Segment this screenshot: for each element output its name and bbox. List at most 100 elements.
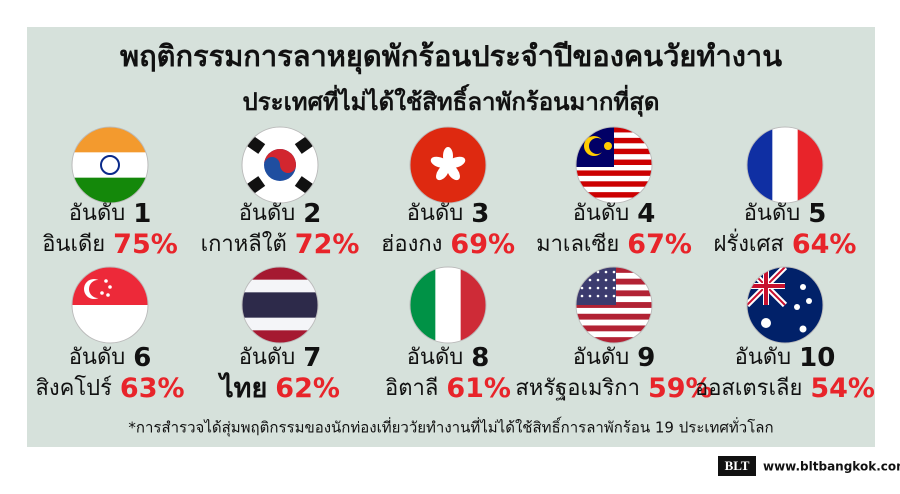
rank-label: อันดับ [407,345,464,370]
flag-part [747,284,785,288]
flag-part [806,298,812,304]
flag-part [794,304,800,310]
rank: อันดับ 2 [239,199,322,229]
country-line: ออสเตรเลีย 54% [695,373,875,404]
rank-number: 1 [133,199,151,229]
flag-part [596,286,600,290]
flag-part [242,279,318,293]
flag-part [604,278,608,282]
flag [575,266,653,344]
rank: อันดับ 6 [69,343,152,373]
flag-part [772,127,799,203]
rank: อันดับ 1 [69,199,152,229]
flag-part [430,156,449,168]
flag-clip [576,267,652,343]
rank-label: อันดับ [239,201,296,226]
subtitle: ประเทศที่ไม่ได้ใช้สิทธิ์ลาพักร้อนมากที่ส… [243,84,660,118]
flag-part [108,285,112,289]
percent: 72% [295,229,360,260]
flag-border [409,126,487,204]
percent: 69% [450,229,515,260]
flag-part [242,292,318,306]
flag-part [761,318,771,328]
percent: 54% [810,373,875,404]
flag-border [241,266,319,344]
rank-number: 8 [471,343,489,373]
flag-part [604,142,612,150]
flag-part [576,337,652,343]
country: มาเลเซีย [536,232,619,257]
flag-part [576,192,652,199]
rank-label: อันดับ [744,201,801,226]
flag-part [588,286,592,290]
country: สิงคโปร์ [35,375,112,401]
flag-part [576,175,652,182]
country: ฮ่องกง [381,232,442,257]
flag [241,126,319,204]
flag [71,126,149,204]
flag-part [576,181,652,188]
percent: 75% [113,229,178,260]
flag-part [264,149,296,173]
percent: 62% [275,373,340,404]
flag-part [436,164,450,181]
flag-border [746,126,824,204]
rank-number: 4 [637,199,655,229]
flag-part [576,325,652,332]
country: ฝรั่งเศส [713,228,784,257]
flag [746,126,824,204]
flag-part [596,270,600,274]
flag-part [604,270,608,274]
rank-label: อันดับ [407,201,464,226]
percent: 64% [792,229,857,260]
flag-part [576,302,652,309]
percent: 63% [120,373,185,404]
flag-border [409,266,487,344]
percent: 59% [648,373,713,404]
flag-part [435,267,462,343]
country: อินเดีย [42,232,105,257]
flag-part [106,293,110,297]
flag [241,266,319,344]
rank-number: 5 [808,199,826,229]
country: ไทย [217,372,267,404]
flag-part [576,165,652,171]
flag-part [612,270,616,274]
flag-part [89,280,107,298]
rank-number: 10 [799,343,835,373]
flag-border [746,266,824,344]
flag-part [604,286,608,290]
flag [409,126,487,204]
flag-part [576,307,652,315]
flag [746,266,824,344]
rank-number: 6 [133,343,151,373]
flag [575,126,653,204]
rank: อันดับ 3 [407,199,490,229]
country-line: ฝรั่งเศส 64% [713,228,856,260]
country-line: ไทย 62% [217,372,340,404]
percent: 61% [446,373,511,404]
country-line: มาเลเซีย 67% [536,229,692,260]
flag-part [576,186,652,193]
flag-part [576,170,652,177]
flag-part [242,317,318,331]
flag-part [612,294,616,298]
rank-label: อันดับ [573,345,630,370]
rank: อันดับ 7 [239,343,322,373]
flag-part [589,138,605,154]
flag-part [588,294,592,298]
country: อิตาลี [385,376,438,401]
rank-label: อันดับ [69,345,126,370]
flag-border [71,126,149,204]
flag-part [104,279,108,283]
country: ออสเตรเลีย [695,376,802,401]
country-line: ฮ่องกง 69% [381,229,515,260]
flag-part [588,278,592,282]
url: www.bltbangkok.com [763,460,900,474]
flag-part [800,284,806,290]
flag-clip [576,127,652,203]
rank: อันดับ 5 [744,199,827,229]
flag-part [596,278,600,282]
logo: BLT [725,458,750,473]
rank: อันดับ 4 [573,199,656,229]
